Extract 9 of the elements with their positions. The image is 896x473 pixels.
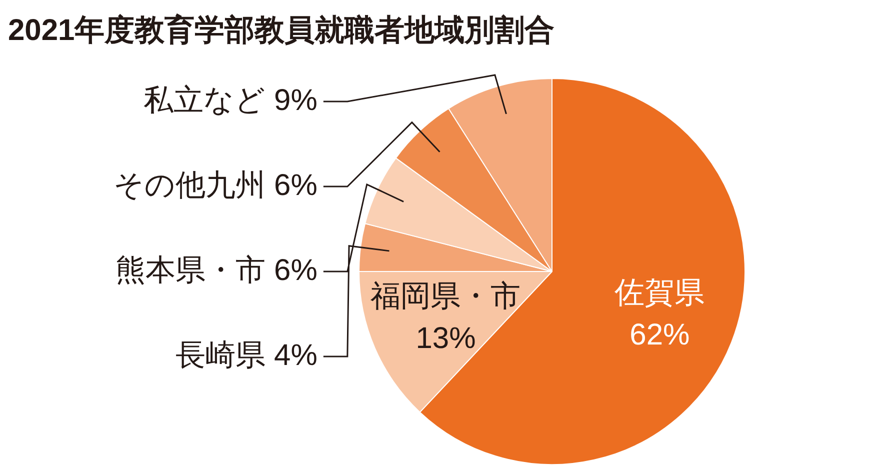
slice-label: 長崎県 4% (176, 338, 318, 372)
data-label: 13% (416, 322, 476, 355)
slice-label: 私立など 9% (144, 84, 318, 117)
slice-label: 福岡県・市 (370, 280, 521, 313)
slice-label: その他九州 6% (114, 168, 318, 202)
slice-label: 熊本県・市 6% (116, 254, 318, 287)
slice-label: 佐賀県 (614, 276, 705, 310)
chart-title: 2021年度教育学部教員就職者地域別割合 (8, 12, 555, 49)
data-label: 62% (630, 318, 690, 352)
